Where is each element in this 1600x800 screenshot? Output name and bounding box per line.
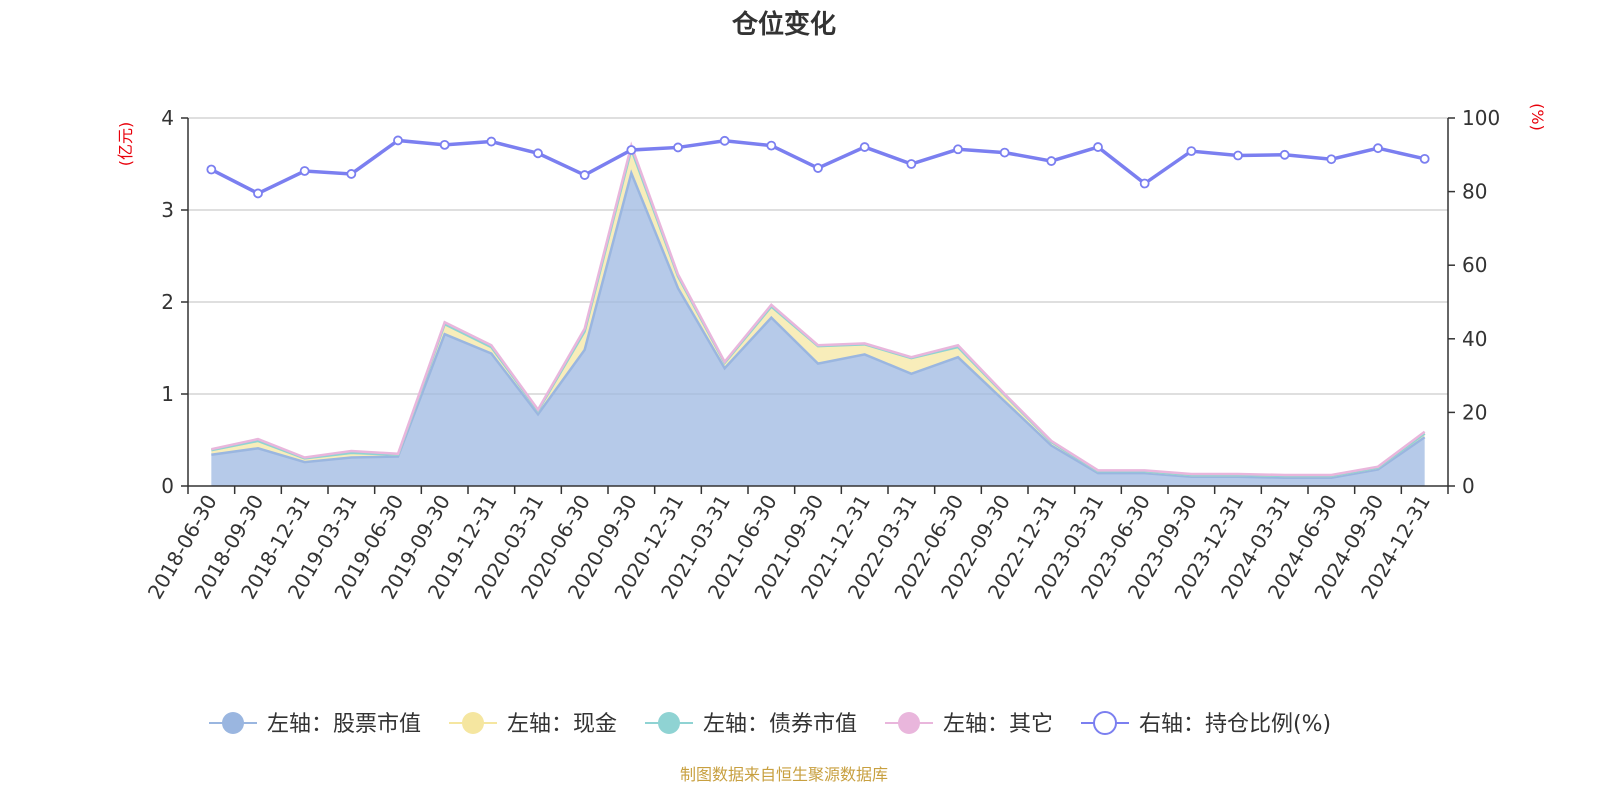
legend-label: 右轴：持仓比例(%) xyxy=(1139,712,1331,737)
data-source-note: 制图数据来自恒生聚源数据库 xyxy=(680,765,888,784)
ratio-point xyxy=(299,166,310,176)
ratio-point xyxy=(346,169,357,179)
right-tick-label: 0 xyxy=(1462,474,1475,498)
legend-label: 左轴：现金 xyxy=(507,712,617,737)
left-tick-label: 0 xyxy=(161,474,174,498)
legend-item: 右轴：持仓比例(%) xyxy=(1081,711,1331,737)
ratio-point xyxy=(626,145,637,155)
ratio-point xyxy=(813,163,823,173)
ratio-point xyxy=(859,142,870,152)
ratio-point xyxy=(673,142,683,153)
chart-title: 仓位变化 xyxy=(731,9,836,40)
ratio-point xyxy=(1419,153,1430,164)
ratio-point xyxy=(1373,143,1383,154)
ratio-point xyxy=(999,147,1010,158)
left-tick-label: 4 xyxy=(161,106,174,130)
right-axis-unit: (%) xyxy=(1528,103,1547,131)
ratio-point xyxy=(486,136,497,147)
left-tick-label: 1 xyxy=(161,382,174,406)
ratio-point xyxy=(1233,150,1243,161)
ratio-point xyxy=(953,144,963,155)
ratio-point xyxy=(253,188,263,199)
ratio-point xyxy=(393,135,403,146)
ratio-point xyxy=(439,139,450,150)
legend-item: 左轴：现金 xyxy=(449,712,617,737)
ratio-point xyxy=(1139,178,1150,189)
legend-item: 左轴：股票市值 xyxy=(209,712,421,737)
ratio-point xyxy=(1326,154,1337,165)
right-tick-label: 20 xyxy=(1462,400,1487,424)
legend-item: 左轴：债券市值 xyxy=(645,712,857,737)
legend-item: 左轴：其它 xyxy=(885,712,1053,737)
legend: 左轴：股票市值 左轴：现金 左轴：债券市值 左轴：其它 右轴：持仓比例(%) xyxy=(209,711,1331,737)
ratio-point xyxy=(906,159,917,169)
area-edge-line xyxy=(211,169,1426,479)
right-tick-label: 40 xyxy=(1462,327,1487,351)
series-lines xyxy=(206,135,1430,479)
legend-marker xyxy=(658,712,680,734)
ratio-point xyxy=(579,170,590,180)
ratio-point xyxy=(1046,156,1057,166)
area-9ab6e0 xyxy=(211,173,1425,486)
ratio-point xyxy=(1093,142,1103,152)
left-axis-unit: (亿元) xyxy=(116,122,135,167)
left-tick-label: 2 xyxy=(161,290,174,314)
legend-label: 左轴：债券市值 xyxy=(703,712,857,737)
right-tick-label: 60 xyxy=(1462,253,1487,277)
stacked-areas xyxy=(211,145,1425,486)
ratio-point xyxy=(1279,149,1290,160)
ratio-point xyxy=(206,164,217,175)
ratio-point xyxy=(533,148,543,159)
ratio-point xyxy=(719,135,730,146)
legend-label: 左轴：股票市值 xyxy=(267,712,421,737)
area-edge-line xyxy=(211,141,1426,477)
legend-label: 左轴：其它 xyxy=(943,712,1053,737)
right-tick-label: 80 xyxy=(1462,180,1487,204)
right-tick-label: 100 xyxy=(1462,106,1500,130)
legend-marker xyxy=(1093,711,1117,735)
ratio-point xyxy=(1186,146,1197,157)
legend-marker xyxy=(898,712,920,734)
legend-marker xyxy=(222,712,244,734)
left-tick-label: 3 xyxy=(161,198,174,222)
ratio-point xyxy=(766,140,777,151)
legend-marker xyxy=(462,712,484,734)
